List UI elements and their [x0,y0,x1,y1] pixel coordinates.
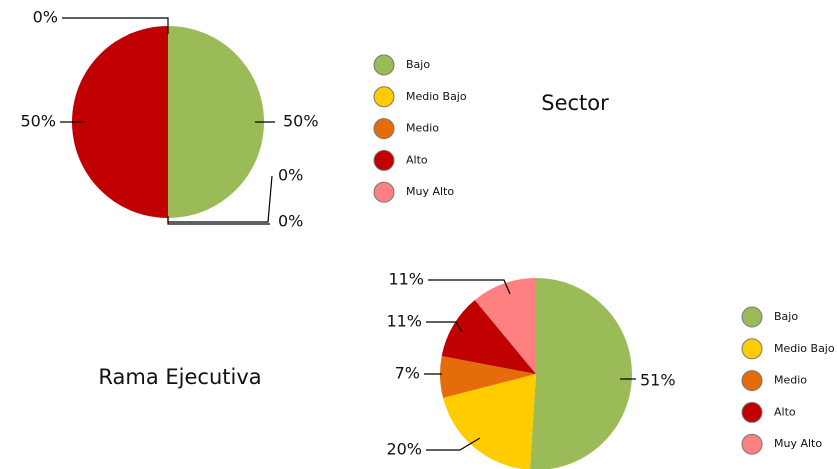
leader-line [426,321,463,333]
legend-label: Bajo [406,58,430,71]
legend-swatch [373,54,395,76]
chart-title: Rama Ejecutiva [98,365,261,389]
legend-swatch [741,338,763,360]
data-label: 0% [278,166,303,185]
leader-line [167,218,270,225]
pie-slice [441,300,536,374]
legend-label: Muy Alto [406,185,454,198]
data-label: 11% [388,270,424,289]
pie-slice [474,278,536,374]
pie-slice [530,278,632,469]
legend-label: Alto [774,405,796,418]
legend-swatch [373,181,395,203]
legend-label: Medio Bajo [406,90,467,103]
data-label: 0% [33,8,58,27]
data-label: 50% [283,112,319,131]
data-label: 11% [386,312,422,331]
legend-label: Medio Bajo [774,342,835,355]
legend-label: Bajo [774,310,798,323]
legend-label: Muy Alto [774,437,822,450]
pie-slice [168,26,264,218]
data-label: 51% [640,371,676,390]
pie-slice [72,26,168,218]
pie-slice [443,374,536,469]
data-label: 0% [278,212,303,231]
data-label: 20% [386,440,422,459]
legend-swatch [741,401,763,423]
legend-swatch [741,306,763,328]
data-label: 7% [395,364,420,383]
leader-line [426,437,481,451]
legend-swatch [373,149,395,171]
legend-swatch [741,433,763,455]
legend-swatch [373,86,395,108]
leader-line [428,279,511,295]
leader-line [62,17,169,34]
legend-label: Medio [774,374,807,387]
data-label: 50% [20,112,56,131]
pie-slice [439,356,536,398]
chart-title: Sector [541,91,609,115]
legend-swatch [741,370,763,392]
legend-label: Alto [406,153,428,166]
legend-swatch [373,118,395,140]
legend-label: Medio [406,122,439,135]
